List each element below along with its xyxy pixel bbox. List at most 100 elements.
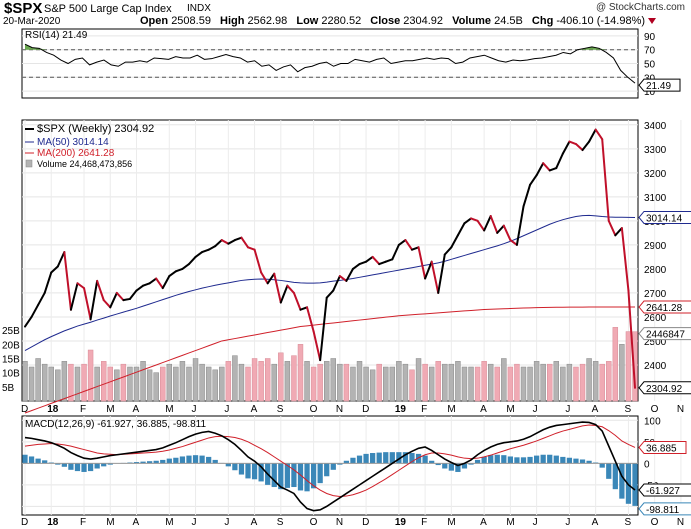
price-last-value-box: [638, 381, 691, 395]
macd-last-value-box: [638, 483, 691, 497]
price-segment: [24, 315, 33, 328]
volume-bar: [376, 363, 382, 402]
macd-histogram-bar: [284, 463, 290, 488]
macd-histogram-bar: [481, 456, 487, 464]
rsi-tick-label: 10: [644, 87, 656, 98]
macd-histogram-bar: [356, 455, 363, 464]
macd-histogram-bar: [415, 453, 422, 464]
volume-bar: [304, 361, 310, 402]
watermark: @ StockCharts.com: [595, 2, 685, 13]
macd-tick-label: 100: [644, 416, 661, 427]
ma50-line: [24, 214, 636, 352]
volume-bar: [487, 363, 494, 402]
volume-bar: [153, 372, 159, 402]
price-segment: [391, 243, 400, 261]
macd-histogram-bar: [383, 452, 389, 464]
price-segment: [187, 255, 197, 266]
price-segment: [456, 222, 466, 237]
macd-histogram-bar: [278, 463, 284, 490]
macd-last-value: -61.927: [646, 486, 680, 497]
volume-bar: [199, 363, 205, 402]
volume-tick-label: 15B: [2, 355, 20, 366]
price-x-tick-label: F: [421, 404, 427, 415]
volume-label: Volume: [452, 15, 492, 27]
price-x-tick-label: N: [336, 404, 343, 415]
rsi-line: [24, 43, 636, 84]
macd-histogram-bar: [619, 463, 625, 499]
price-segment: [220, 239, 230, 245]
macd-histogram-bar: [455, 463, 461, 472]
volume-bar: [547, 363, 553, 402]
rsi-last-value: 21.49: [646, 81, 671, 92]
macd-histogram-bar: [291, 463, 297, 488]
price-segment: [155, 277, 164, 290]
macd-histogram-bar: [370, 453, 376, 464]
volume-bar: [278, 352, 284, 402]
down-triangle-icon: [648, 18, 657, 25]
volume-bar: [192, 358, 199, 402]
macd-line: [24, 421, 636, 512]
price-segment: [30, 303, 40, 318]
volume-bar: [22, 361, 28, 402]
volume-bar: [533, 361, 540, 402]
volume-bar: [212, 369, 218, 402]
macd-histogram-bar: [501, 455, 507, 464]
volume-value: 24.5B: [494, 15, 523, 27]
price-segment: [424, 260, 433, 280]
volume-bar: [179, 361, 186, 402]
price-segment: [96, 279, 105, 302]
price-segment: [450, 234, 459, 249]
macd-tick-label: 0: [644, 459, 650, 470]
price-segment: [548, 167, 558, 172]
price-segment: [233, 236, 243, 242]
price-segment: [319, 296, 328, 362]
price-segment: [286, 284, 295, 294]
chg-label: Chg: [531, 15, 554, 27]
symbol-title: $SPX: [4, 0, 43, 17]
volume-bar: [324, 361, 330, 402]
price-segment: [529, 174, 538, 186]
macd-histogram-bar: [140, 461, 146, 464]
macd-histogram-bar: [225, 463, 231, 467]
volume-bar: [540, 363, 546, 402]
price-segment: [142, 282, 151, 287]
price-segment: [260, 271, 269, 285]
ma200-last-value: 2641.28: [646, 303, 683, 314]
price-segment: [522, 183, 532, 208]
price-segment: [476, 219, 486, 232]
price-segment: [135, 284, 145, 292]
volume-bar: [68, 363, 74, 402]
price-x-tick-label: A: [133, 404, 140, 415]
macd-x-tick-label: O: [310, 517, 318, 528]
price-x-tick-label: A: [251, 404, 258, 415]
volume-bar: [74, 366, 81, 402]
volume-bar: [264, 358, 271, 402]
volume-bar: [343, 363, 350, 402]
macd-histogram-bar: [94, 463, 100, 469]
price-segment: [37, 291, 46, 306]
volume-tick-label: 20B: [2, 340, 20, 351]
macd-histogram-bar: [553, 455, 559, 464]
macd-histogram-bar: [55, 463, 61, 465]
ma50-last-value: 3014.14: [646, 213, 683, 224]
macd-histogram-bar: [133, 462, 140, 464]
price-segment: [338, 275, 348, 282]
chg-value: -406.10 (-14.98%): [556, 15, 646, 27]
volume-bar: [35, 358, 41, 402]
price-segment: [115, 291, 125, 302]
price-segment: [404, 239, 413, 251]
volume-bar: [238, 363, 245, 402]
macd-histogram-bar: [153, 460, 159, 464]
volume-bar: [297, 344, 304, 402]
price-segment: [214, 239, 223, 248]
macd-histogram-bar: [297, 463, 304, 491]
price-segment: [306, 306, 315, 333]
price-x-tick-label: J: [533, 404, 538, 415]
price-segment: [56, 251, 66, 268]
price-x-tick-label: O: [310, 404, 318, 415]
price-segment: [555, 152, 564, 170]
macd-histogram-bar: [343, 460, 350, 464]
macd-x-tick-label: A: [480, 517, 487, 528]
price-x-tick-label: F: [80, 404, 86, 415]
